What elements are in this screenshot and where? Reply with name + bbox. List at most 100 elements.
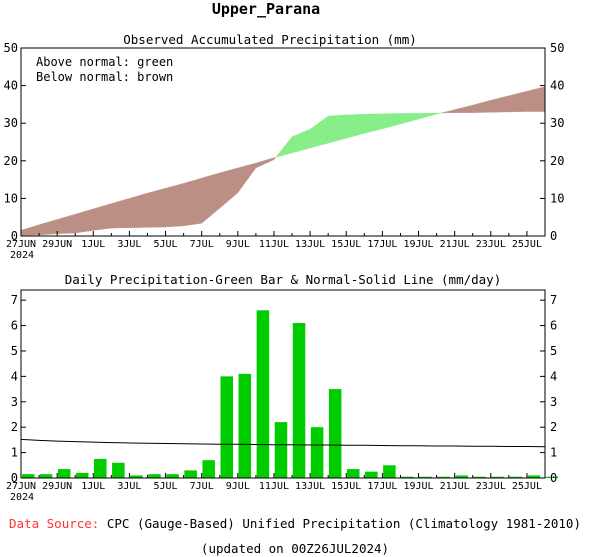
accumulated-difference-area bbox=[309, 115, 329, 149]
accumulated-difference-area bbox=[75, 208, 94, 234]
accumulated-ytick-label-right: 20 bbox=[550, 154, 564, 168]
daily-bar bbox=[22, 474, 35, 478]
daily-bar bbox=[75, 472, 89, 478]
accumulated-difference-area bbox=[382, 113, 401, 130]
daily-xtick-label: 1JUL bbox=[81, 481, 105, 492]
accumulated-chart-title: Observed Accumulated Precipitation (mm) bbox=[123, 32, 417, 47]
daily-xtick-label: 23JUL bbox=[476, 481, 506, 492]
daily-bar bbox=[473, 476, 486, 478]
accumulated-ytick-label-right: 30 bbox=[550, 116, 564, 130]
accumulated-xtick-label: 11JUL bbox=[259, 239, 289, 250]
daily-ytick-label-right: 2 bbox=[550, 420, 557, 434]
daily-bar bbox=[328, 389, 342, 478]
accumulated-difference-area bbox=[219, 167, 239, 209]
accumulated-ytick-label-right: 40 bbox=[550, 79, 564, 93]
daily-bar bbox=[184, 470, 197, 478]
accumulated-difference-area bbox=[441, 109, 455, 114]
daily-xtick-label: 13JUL bbox=[295, 481, 325, 492]
daily-bar bbox=[419, 476, 432, 478]
legend-above-normal: Above normal: green bbox=[36, 55, 173, 69]
accumulated-difference-area bbox=[454, 104, 473, 113]
daily-bar bbox=[94, 458, 107, 478]
accumulated-ytick-label-left: 30 bbox=[4, 116, 18, 130]
daily-ytick-label-right: 7 bbox=[550, 293, 557, 307]
daily-xtick-label: 27JUN bbox=[6, 481, 36, 492]
accumulated-year-label: 2024 bbox=[10, 250, 34, 261]
daily-bar bbox=[491, 476, 505, 478]
accumulated-xtick-label: 23JUL bbox=[476, 239, 506, 250]
accumulated-chart: Observed Accumulated Precipitation (mm) … bbox=[4, 32, 565, 261]
accumulated-xtick-label: 19JUL bbox=[403, 239, 433, 250]
daily-xtick-label: 17JUL bbox=[367, 481, 397, 492]
daily-xtick-label: 9JUL bbox=[226, 481, 250, 492]
accumulated-difference-area bbox=[291, 128, 311, 154]
accumulated-ytick-label-left: 50 bbox=[4, 41, 18, 55]
accumulated-difference-area bbox=[38, 219, 58, 236]
accumulated-difference-area bbox=[165, 183, 184, 228]
daily-bar bbox=[220, 376, 234, 478]
daily-ytick-label-right: 6 bbox=[550, 319, 557, 333]
accumulated-difference-area bbox=[183, 177, 202, 227]
daily-bar bbox=[112, 462, 125, 478]
accumulated-ytick-label-right: 10 bbox=[550, 191, 564, 205]
daily-bar bbox=[238, 373, 252, 478]
accumulated-difference-area bbox=[273, 156, 277, 161]
legend-below-normal: Below normal: brown bbox=[36, 70, 173, 84]
accumulated-difference-area bbox=[20, 224, 40, 236]
accumulated-difference-area bbox=[418, 112, 437, 120]
daily-xtick-label: 19JUL bbox=[403, 481, 433, 492]
daily-bar bbox=[545, 476, 559, 478]
daily-bar bbox=[455, 475, 468, 478]
daily-year-label: 2024 bbox=[10, 492, 34, 503]
daily-xtick-label: 5JUL bbox=[154, 481, 178, 492]
accumulated-difference-area bbox=[93, 203, 112, 231]
accumulated-difference-area bbox=[255, 157, 275, 169]
daily-bar bbox=[527, 475, 541, 478]
accumulated-xtick-label: 3JUL bbox=[117, 239, 141, 250]
accumulated-difference-area bbox=[472, 100, 491, 113]
accumulated-xtick-label: 29JUN bbox=[42, 239, 72, 250]
accumulated-difference-area bbox=[147, 187, 166, 228]
daily-bar bbox=[383, 465, 396, 478]
accumulated-xtick-label: 7JUL bbox=[190, 239, 214, 250]
accumulated-ytick-label-left: 0 bbox=[11, 229, 18, 243]
source-text: CPC (Gauge-Based) Unified Precipitation … bbox=[106, 516, 581, 531]
daily-bar bbox=[57, 469, 71, 478]
daily-bar bbox=[256, 310, 270, 478]
daily-xtick-label: 11JUL bbox=[259, 481, 289, 492]
daily-ytick-label-left: 2 bbox=[11, 420, 18, 434]
accumulated-xtick-label: 5JUL bbox=[154, 239, 178, 250]
accumulated-xtick-label: 9JUL bbox=[226, 239, 250, 250]
daily-xtick-label: 25JUL bbox=[512, 481, 542, 492]
accumulated-difference-area bbox=[364, 113, 383, 134]
daily-ytick-label-left: 5 bbox=[11, 344, 18, 358]
daily-bar bbox=[274, 422, 288, 478]
accumulated-difference-area bbox=[111, 198, 130, 229]
daily-bar bbox=[39, 474, 53, 478]
daily-chart-title: Daily Precipitation-Green Bar & Normal-S… bbox=[65, 272, 502, 287]
daily-bar bbox=[130, 475, 143, 478]
accumulated-difference-area bbox=[508, 90, 528, 113]
daily-bar bbox=[365, 471, 378, 478]
daily-ytick-label-left: 4 bbox=[11, 369, 18, 383]
daily-ytick-label-left: 1 bbox=[11, 446, 18, 460]
accumulated-ytick-label-right: 50 bbox=[550, 41, 564, 55]
accumulated-ytick-label-left: 10 bbox=[4, 191, 18, 205]
accumulated-difference-area bbox=[56, 213, 76, 234]
daily-ytick-label-right: 4 bbox=[550, 369, 557, 383]
daily-xtick-label: 29JUN bbox=[42, 481, 72, 492]
daily-xtick-label: 3JUL bbox=[117, 481, 141, 492]
daily-ytick-label-right: 1 bbox=[550, 446, 557, 460]
accumulated-difference-area bbox=[201, 172, 220, 224]
accumulated-xtick-label: 21JUL bbox=[440, 239, 470, 250]
page-title: Upper_Parana bbox=[212, 0, 320, 18]
accumulated-difference-area bbox=[129, 192, 148, 228]
accumulated-difference-area bbox=[526, 86, 546, 112]
accumulated-difference-area bbox=[346, 113, 365, 139]
daily-ytick-label-right: 3 bbox=[550, 395, 557, 409]
footer-source: Data Source: CPC (Gauge-Based) Unified P… bbox=[0, 516, 590, 531]
accumulated-difference-area bbox=[327, 114, 347, 144]
daily-chart: Daily Precipitation-Green Bar & Normal-S… bbox=[6, 272, 559, 503]
daily-ytick-label-left: 6 bbox=[11, 319, 18, 333]
